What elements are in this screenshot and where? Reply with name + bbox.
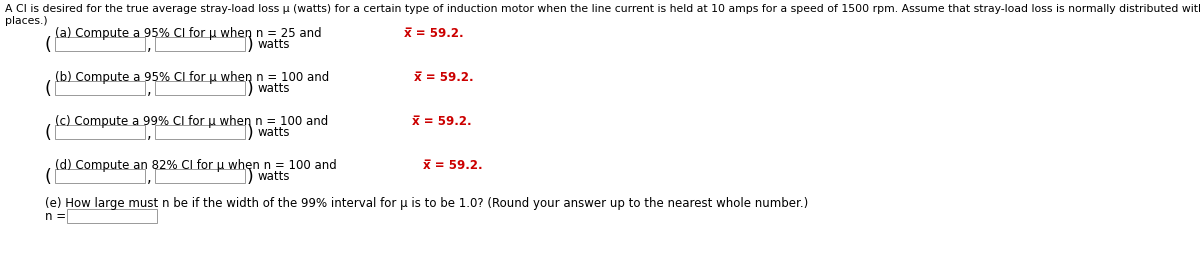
Text: (c) Compute a 99% CI for μ when n = 100 and: (c) Compute a 99% CI for μ when n = 100 …	[55, 115, 332, 128]
Text: ): )	[247, 36, 253, 54]
Text: ): )	[247, 168, 253, 186]
Text: (e) How large must n be if the width of the 99% interval for μ is to be 1.0? (Ro: (e) How large must n be if the width of …	[46, 197, 809, 210]
Text: (d) Compute an 82% CI for μ when n = 100 and: (d) Compute an 82% CI for μ when n = 100…	[55, 159, 341, 172]
Text: A CI is desired for the true average stray-load loss μ (watts) for a certain typ: A CI is desired for the true average str…	[5, 4, 1200, 14]
Text: (: (	[46, 36, 52, 54]
FancyBboxPatch shape	[155, 169, 245, 183]
FancyBboxPatch shape	[155, 81, 245, 95]
FancyBboxPatch shape	[55, 81, 145, 95]
Text: (b) Compute a 95% CI for μ when n = 100 and: (b) Compute a 95% CI for μ when n = 100 …	[55, 71, 334, 84]
Text: (: (	[46, 124, 52, 142]
Text: ,: ,	[148, 169, 151, 184]
Text: watts: watts	[257, 82, 289, 94]
Text: x̅ = 59.2.: x̅ = 59.2.	[413, 115, 472, 128]
Text: watts: watts	[257, 125, 289, 138]
Text: (a) Compute a 95% CI for μ when n = 25 and: (a) Compute a 95% CI for μ when n = 25 a…	[55, 27, 325, 40]
Text: x̅ = 59.2.: x̅ = 59.2.	[404, 27, 463, 40]
Text: (: (	[46, 168, 52, 186]
Text: ): )	[247, 124, 253, 142]
Text: x̅ = 59.2.: x̅ = 59.2.	[424, 159, 484, 172]
FancyBboxPatch shape	[67, 209, 157, 223]
Text: ,: ,	[148, 125, 151, 141]
Text: ,: ,	[148, 82, 151, 97]
FancyBboxPatch shape	[55, 37, 145, 51]
Text: x̅ = 59.2.: x̅ = 59.2.	[414, 71, 473, 84]
FancyBboxPatch shape	[155, 37, 245, 51]
Text: places.): places.)	[5, 16, 48, 26]
Text: watts: watts	[257, 169, 289, 183]
FancyBboxPatch shape	[55, 125, 145, 139]
Text: n =: n =	[46, 209, 66, 222]
Text: ,: ,	[148, 38, 151, 52]
FancyBboxPatch shape	[155, 125, 245, 139]
Text: watts: watts	[257, 38, 289, 51]
FancyBboxPatch shape	[55, 169, 145, 183]
Text: (: (	[46, 80, 52, 98]
Text: ): )	[247, 80, 253, 98]
